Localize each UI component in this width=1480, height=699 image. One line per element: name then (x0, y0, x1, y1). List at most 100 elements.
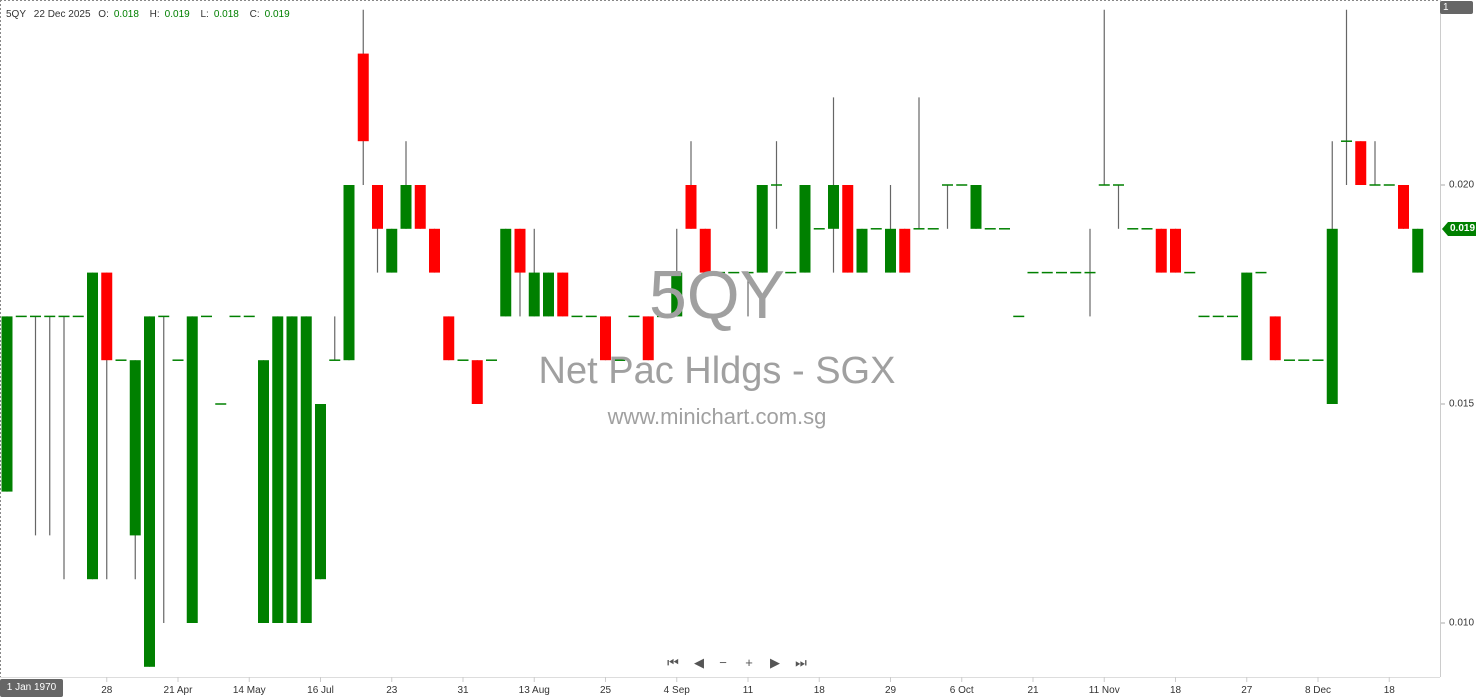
candle (129, 360, 141, 580)
candle-doji (58, 315, 70, 318)
candle-body-down (557, 272, 569, 317)
candle (514, 228, 526, 317)
price-axis-ticks (1441, 184, 1445, 624)
candle-doji (1298, 359, 1310, 361)
candle-doji (115, 359, 127, 361)
legend-open-label: O: (98, 9, 109, 20)
candle (628, 315, 640, 318)
candle-body-up (1, 316, 13, 492)
candle-doji (15, 315, 27, 318)
candle (500, 228, 512, 317)
pane-number-badge[interactable]: 1 (1440, 1, 1473, 14)
candle-body-up (1241, 272, 1253, 361)
watermark-site: www.minichart.com.sg (607, 404, 827, 429)
candle-body-up (671, 272, 683, 317)
candle-body-down (600, 316, 611, 361)
time-axis-label: 8 Dec (1304, 685, 1332, 696)
zoom-in-icon[interactable]: + (745, 655, 753, 670)
candle (414, 185, 426, 229)
candle-doji (927, 228, 939, 230)
candle-body-up (258, 360, 269, 623)
candle-doji (628, 315, 640, 318)
candle (272, 316, 284, 623)
candle-body-up (500, 228, 512, 317)
candle-doji (1041, 271, 1053, 274)
candle (571, 315, 583, 318)
candle (813, 228, 825, 230)
candle (1084, 228, 1096, 317)
zoom-out-icon[interactable]: − (719, 655, 727, 670)
candle-body-down (414, 185, 426, 229)
candle (842, 185, 854, 273)
candle (15, 315, 27, 318)
candle (999, 228, 1010, 230)
time-axis-label: 29 (884, 685, 897, 696)
candle (158, 315, 170, 623)
candle (87, 272, 98, 580)
candle (315, 404, 326, 580)
candle (343, 185, 355, 361)
candle-body-up (87, 272, 98, 580)
candle-doji (1084, 271, 1096, 274)
time-axis-label: 18 (1169, 685, 1182, 696)
candle-doji (72, 315, 84, 318)
scroll-right-icon[interactable]: ▶ (770, 655, 780, 670)
candle-body-up (885, 228, 896, 273)
time-axis-label: 13 Aug (518, 685, 550, 696)
price-axis-label: 0.015 (1449, 398, 1475, 410)
candle (1326, 141, 1338, 404)
candle-body-up (300, 316, 312, 623)
legend-symbol: 5QY (6, 9, 27, 20)
candle-doji (999, 228, 1010, 230)
time-axis-label: 14 May (232, 685, 266, 696)
candle (1098, 9, 1110, 186)
candle-body-down (357, 53, 369, 142)
candle-body-up (856, 228, 868, 273)
candle-body-down (372, 185, 383, 229)
candle-doji (30, 315, 41, 318)
candle-doji (44, 315, 56, 318)
candle-body-down (1170, 228, 1181, 273)
candle (899, 228, 911, 273)
scroll-to-start-icon[interactable]: ⏮ (667, 655, 679, 670)
time-axis-label: 6 Oct (949, 685, 974, 696)
ohlc-legend: 5QY 22 Dec 2025 O: 0.018 H: 0.019 L: 0.018 … (6, 9, 298, 20)
candle (1269, 316, 1281, 361)
candle (728, 271, 740, 274)
candle-doji (571, 315, 583, 318)
scroll-left-icon[interactable]: ◀ (694, 655, 704, 670)
candle (72, 315, 84, 318)
candle (785, 271, 797, 274)
candle (1070, 271, 1082, 274)
legend-low-label: L: (200, 9, 209, 20)
candle (30, 315, 41, 536)
candle (229, 315, 241, 318)
candle-doji (1070, 271, 1082, 274)
candle-doji (1013, 315, 1025, 318)
candle-doji (984, 228, 996, 230)
scroll-to-end-icon[interactable]: ⏭ (795, 655, 807, 670)
candle (172, 359, 184, 361)
candle (286, 316, 298, 623)
candle (101, 272, 113, 580)
candle-doji (1056, 271, 1067, 274)
candle-body-down (1155, 228, 1167, 273)
candle (870, 228, 882, 230)
candle-body-up (186, 316, 198, 623)
candle-doji (1369, 184, 1381, 186)
candle-doji (486, 359, 497, 361)
candle (44, 315, 56, 536)
candle (1113, 184, 1124, 229)
candle (714, 271, 725, 274)
candle (528, 228, 540, 317)
candle (243, 315, 255, 318)
candle (913, 97, 925, 230)
legend-close: 0.019 (264, 9, 290, 20)
candle-body-down (514, 228, 526, 273)
candle (984, 228, 996, 230)
candle (1369, 141, 1381, 186)
candle-doji (1198, 315, 1210, 318)
candle (942, 184, 953, 229)
crosshair-date-badge: 1 Jan 1970 (0, 679, 63, 697)
